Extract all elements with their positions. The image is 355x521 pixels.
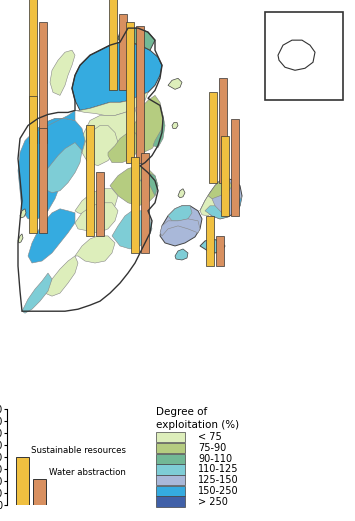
Polygon shape: [45, 256, 78, 296]
Text: 90-110: 90-110: [198, 454, 233, 464]
Text: 75-90: 75-90: [198, 443, 226, 453]
Bar: [126, 22, 134, 163]
Polygon shape: [160, 219, 200, 236]
Bar: [231, 119, 239, 216]
Polygon shape: [35, 110, 80, 130]
Bar: [131, 157, 139, 253]
Polygon shape: [72, 42, 162, 110]
Polygon shape: [232, 196, 242, 216]
Text: > 250: > 250: [198, 497, 228, 506]
Polygon shape: [75, 92, 148, 116]
Bar: [109, 0, 117, 90]
Bar: [265, 12, 343, 101]
Polygon shape: [175, 249, 188, 260]
Text: 125-150: 125-150: [198, 475, 239, 485]
Polygon shape: [168, 206, 192, 221]
Polygon shape: [205, 206, 228, 219]
Polygon shape: [75, 203, 118, 233]
Bar: [29, 0, 37, 143]
Polygon shape: [200, 239, 225, 253]
Bar: [141, 153, 149, 253]
Polygon shape: [140, 172, 158, 196]
Polygon shape: [112, 211, 152, 249]
Text: 150-250: 150-250: [198, 486, 239, 496]
Bar: [156, 432, 185, 442]
Bar: [119, 14, 127, 90]
Bar: [156, 454, 185, 464]
Bar: [39, 22, 47, 143]
Bar: [206, 216, 214, 266]
Polygon shape: [75, 189, 118, 216]
Polygon shape: [50, 50, 75, 95]
Polygon shape: [130, 95, 163, 153]
Polygon shape: [200, 196, 215, 216]
Text: Water abstraction: Water abstraction: [49, 468, 125, 477]
Bar: [156, 486, 185, 496]
Bar: [219, 78, 227, 183]
Bar: [221, 135, 229, 216]
Polygon shape: [208, 179, 232, 199]
Text: Sustainable resources: Sustainable resources: [31, 446, 126, 455]
Polygon shape: [28, 209, 75, 263]
Bar: [86, 126, 94, 236]
Polygon shape: [18, 118, 85, 219]
Bar: [156, 475, 185, 486]
Text: Degree of
exploitation (%): Degree of exploitation (%): [156, 407, 239, 430]
Bar: [156, 443, 185, 453]
Bar: [156, 497, 185, 507]
Polygon shape: [160, 206, 202, 246]
Bar: [136, 26, 144, 163]
Bar: [16, 457, 29, 505]
Polygon shape: [178, 189, 185, 198]
Polygon shape: [110, 166, 158, 206]
Polygon shape: [18, 234, 23, 243]
Polygon shape: [153, 116, 165, 147]
Bar: [209, 92, 217, 183]
Polygon shape: [20, 209, 26, 218]
Bar: [33, 479, 47, 505]
Text: 110-125: 110-125: [198, 464, 239, 475]
Polygon shape: [22, 273, 52, 313]
Bar: [216, 236, 224, 266]
Polygon shape: [42, 143, 82, 193]
Text: < 75: < 75: [198, 432, 222, 442]
Polygon shape: [82, 126, 118, 166]
Polygon shape: [75, 236, 115, 263]
Bar: [39, 129, 47, 233]
Polygon shape: [168, 78, 182, 89]
Bar: [156, 464, 185, 475]
Polygon shape: [75, 108, 138, 153]
Polygon shape: [108, 132, 140, 163]
Polygon shape: [172, 122, 178, 129]
Bar: [29, 96, 37, 233]
Polygon shape: [200, 179, 242, 219]
Bar: [96, 171, 104, 236]
Polygon shape: [118, 28, 155, 50]
Polygon shape: [278, 40, 315, 70]
